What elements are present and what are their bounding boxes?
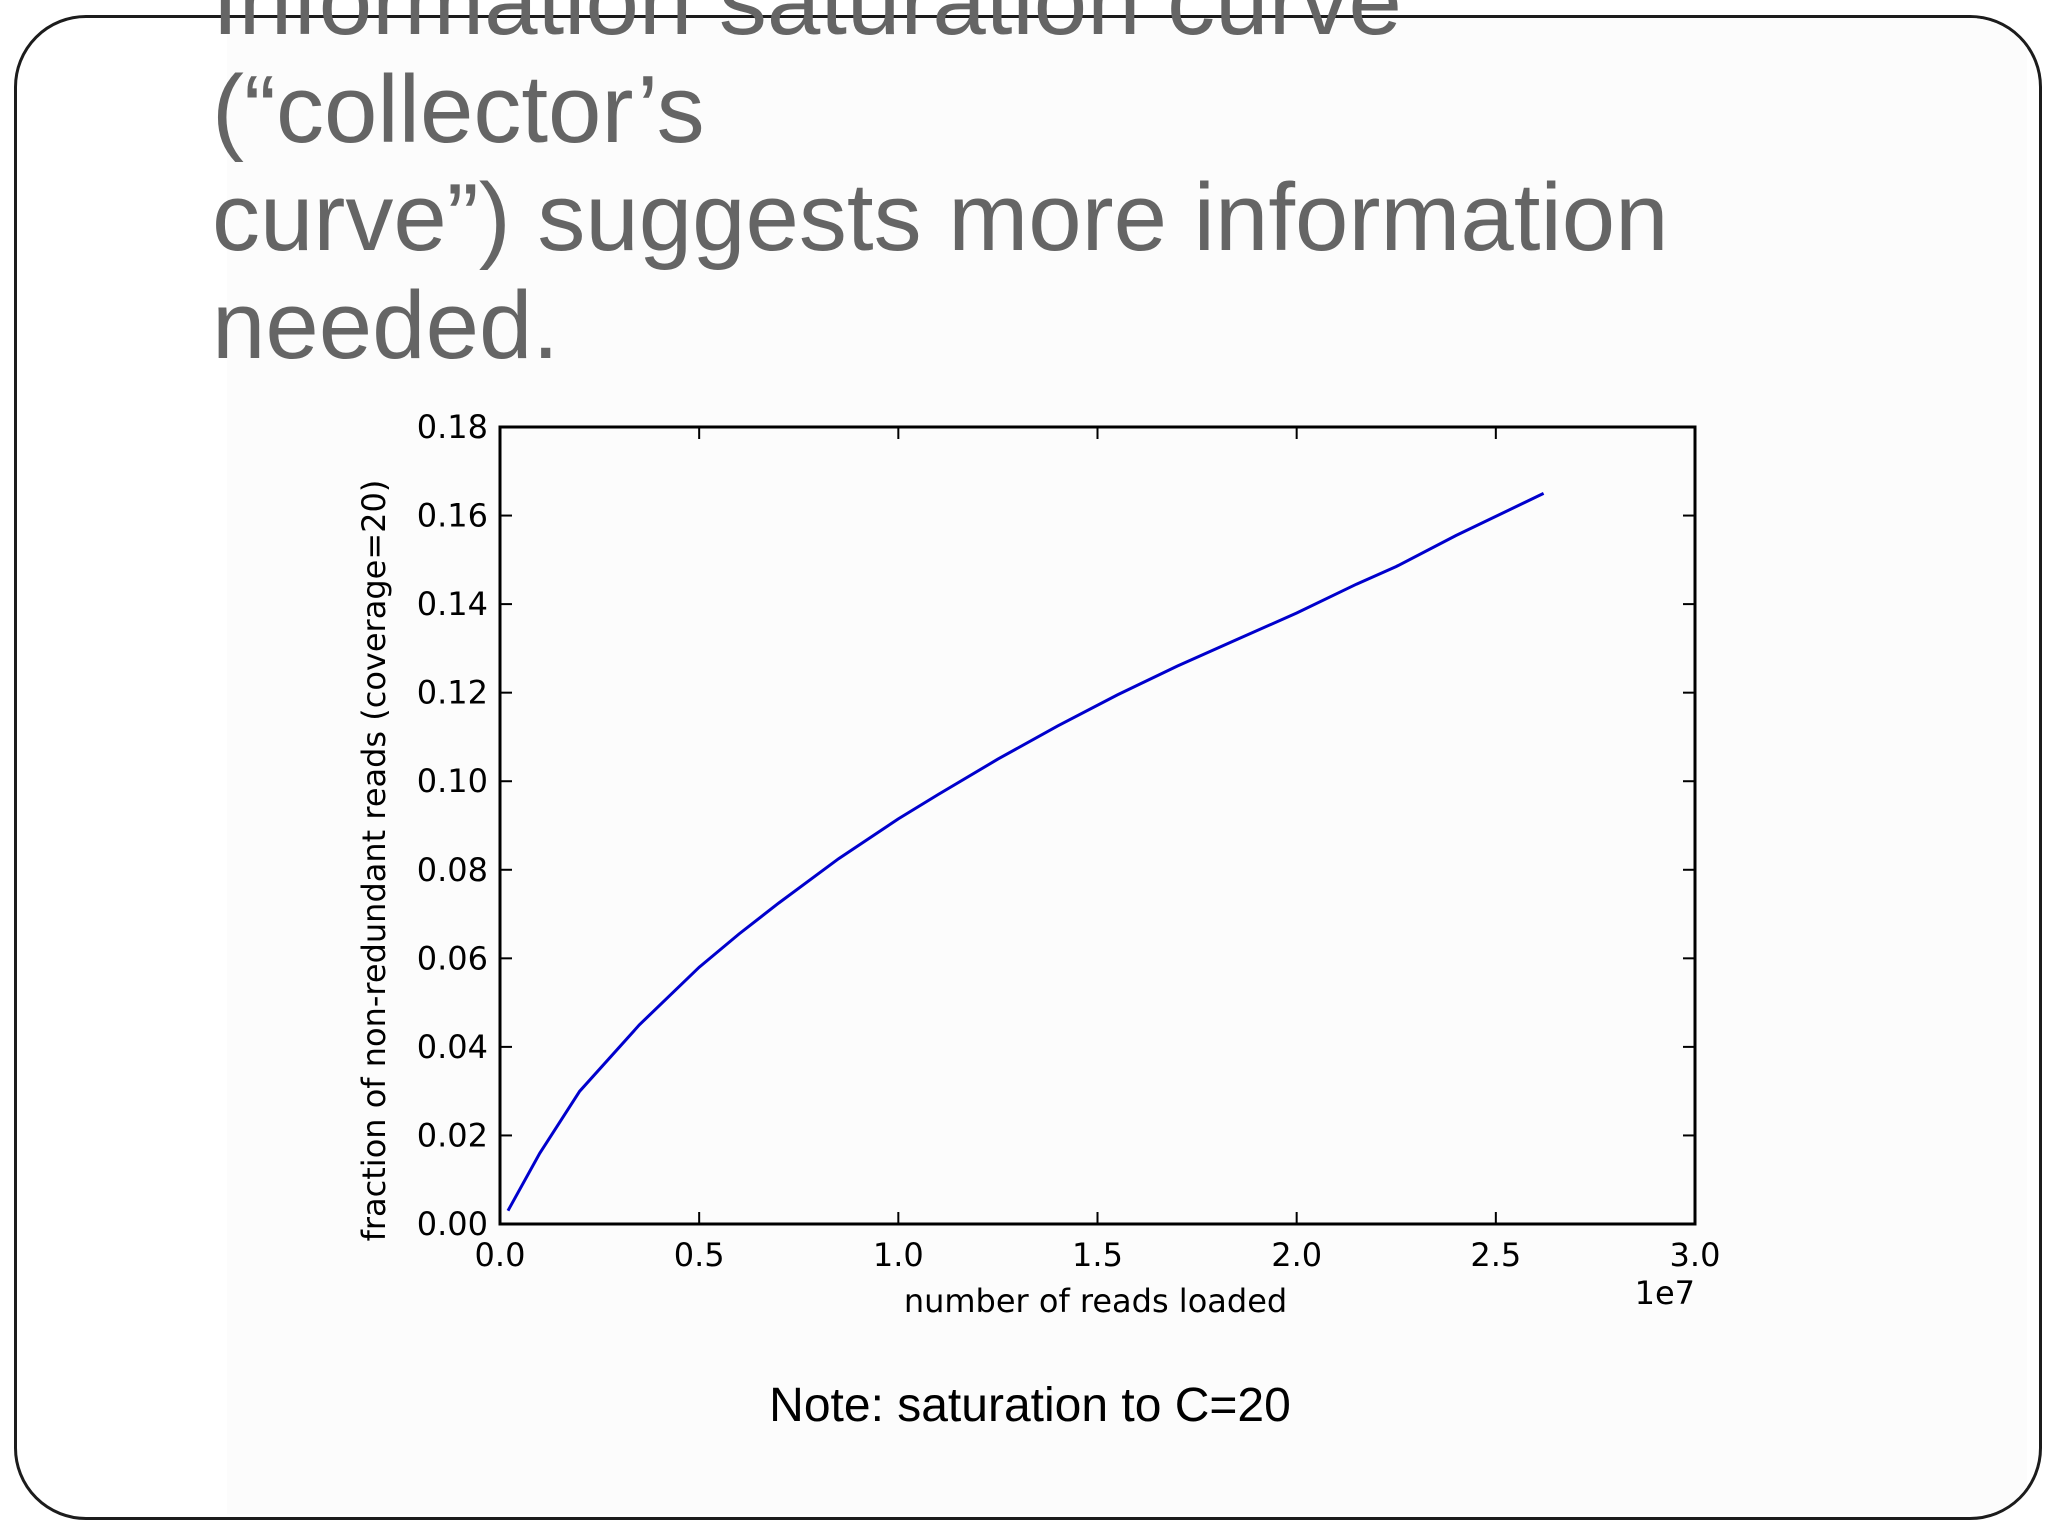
x-tick-label: 1.0 xyxy=(873,1236,924,1274)
plot-frame xyxy=(498,425,1697,1226)
y-tick-label: 0.04 xyxy=(417,1028,488,1066)
y-tick-label: 0.14 xyxy=(417,585,488,623)
slide-title: Information saturation curve (“collector… xyxy=(212,0,1669,379)
x-tick-label: 1.5 xyxy=(1072,1236,1123,1274)
y-tick-label: 0.08 xyxy=(417,851,488,889)
content-panel xyxy=(227,18,2027,1514)
y-axis-label: fraction of non-redundant reads (coverag… xyxy=(355,480,393,1242)
x-tick-label: 0.5 xyxy=(674,1236,725,1274)
y-tick-label: 0.12 xyxy=(417,674,488,712)
y-tick-label: 0.18 xyxy=(417,408,488,446)
slide-note: Note: saturation to C=20 xyxy=(769,1379,1291,1432)
x-tick-label: 3.0 xyxy=(1670,1236,1721,1274)
slide-frame xyxy=(14,15,2042,1520)
y-axis-ticks: 0.00 0.02 0.04 0.06 0.08 0.10 0.12 0.14 0.16 0.18 xyxy=(417,408,1695,1243)
x-tick-label: 0.0 xyxy=(475,1236,526,1274)
y-tick-label: 0.16 xyxy=(417,497,488,535)
x-tick-label: 2.5 xyxy=(1470,1236,1521,1274)
y-tick-label: 0.00 xyxy=(417,1205,488,1243)
x-offset-label: 1e7 xyxy=(1635,1274,1695,1312)
y-tick-label: 0.10 xyxy=(417,762,488,800)
series-line xyxy=(506,492,1545,1212)
x-tick-label: 2.0 xyxy=(1271,1236,1322,1274)
y-tick-label: 0.06 xyxy=(417,939,488,977)
x-axis-ticks: 0.0 0.5 1.0 1.5 2.0 2.5 3.0 xyxy=(475,427,1721,1274)
x-axis-label: number of reads loaded xyxy=(904,1282,1287,1320)
y-tick-label: 0.02 xyxy=(417,1116,488,1154)
